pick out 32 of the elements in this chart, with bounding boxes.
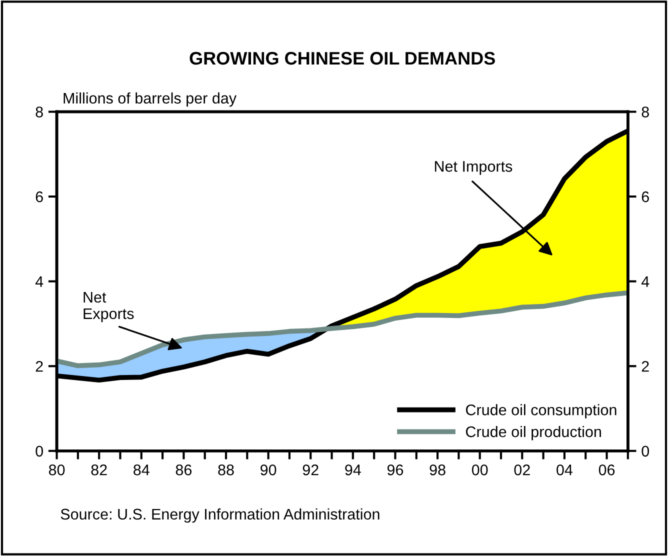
x-tick-label: 84	[134, 464, 150, 476]
x-tick-label: 04	[556, 464, 573, 476]
x-tick-label: 86	[176, 464, 192, 476]
legend-label: Crude oil consumption	[466, 404, 616, 418]
annotation: Net Imports	[434, 161, 512, 175]
y-tick-label: 0	[36, 446, 43, 457]
y2-tick-label: 4	[641, 276, 650, 287]
legend-label: Crude oil production	[466, 426, 601, 440]
chart-title: GROWING CHINESE OIL DEMANDS	[190, 52, 495, 65]
y-axis-title: Millions of barrels per day	[64, 92, 237, 107]
x-tick-label: 90	[260, 464, 276, 476]
y-tick-label: 6	[36, 191, 43, 202]
x-tick-label: 88	[218, 464, 234, 476]
x-tick-label: 98	[430, 464, 446, 476]
y2-tick-label: 8	[642, 106, 649, 118]
y-tick-label: 2	[36, 360, 43, 372]
source-note: Source: U.S. Energy Information Administration	[60, 508, 380, 523]
x-tick-label: 92	[302, 464, 318, 476]
y2-tick-label: 0	[642, 446, 650, 457]
y-tick-label: 4	[35, 276, 44, 287]
x-tick-label: 80	[48, 464, 65, 476]
x-tick-label: 00	[472, 464, 488, 476]
x-tick-label: 02	[514, 464, 530, 476]
y-tick-label: 8	[36, 106, 43, 118]
y2-tick-label: 6	[642, 191, 649, 202]
x-tick-label: 94	[345, 464, 361, 476]
line-series	[56, 290, 628, 368]
x-tick-label: 96	[387, 464, 404, 476]
y2-tick-label: 2	[642, 360, 649, 372]
x-tick-label: 82	[91, 464, 107, 476]
x-tick-label: 06	[598, 464, 615, 476]
annotation: Net Exports	[84, 292, 134, 322]
